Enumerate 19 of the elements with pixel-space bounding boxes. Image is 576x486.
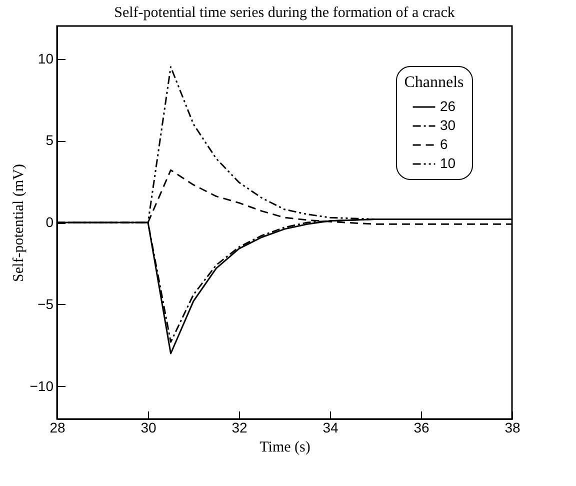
x-tick-label: 30 (140, 420, 156, 436)
x-axis-title: Time (s) (260, 440, 310, 456)
legend-label: 6 (440, 136, 448, 152)
y-tick-label: −10 (30, 378, 54, 394)
x-tick-label: 38 (504, 420, 520, 436)
y-tick-label: −5 (38, 296, 54, 312)
x-tick-label: 32 (232, 420, 248, 436)
legend-label: 26 (440, 98, 456, 114)
y-tick-label: 0 (46, 214, 54, 230)
y-tick-label: 10 (38, 50, 54, 66)
x-tick-label: 28 (50, 420, 66, 436)
chart-title: Self-potential time series during the formation of a crack (114, 5, 456, 21)
x-tick-label: 34 (322, 420, 338, 436)
legend-title: Channels (404, 74, 464, 91)
legend-label: 10 (440, 155, 456, 171)
legend-label: 30 (440, 117, 456, 133)
y-tick-label: 5 (46, 132, 54, 148)
x-tick-label: 36 (414, 420, 430, 436)
y-axis-title: Self-potential (mV) (10, 164, 27, 282)
